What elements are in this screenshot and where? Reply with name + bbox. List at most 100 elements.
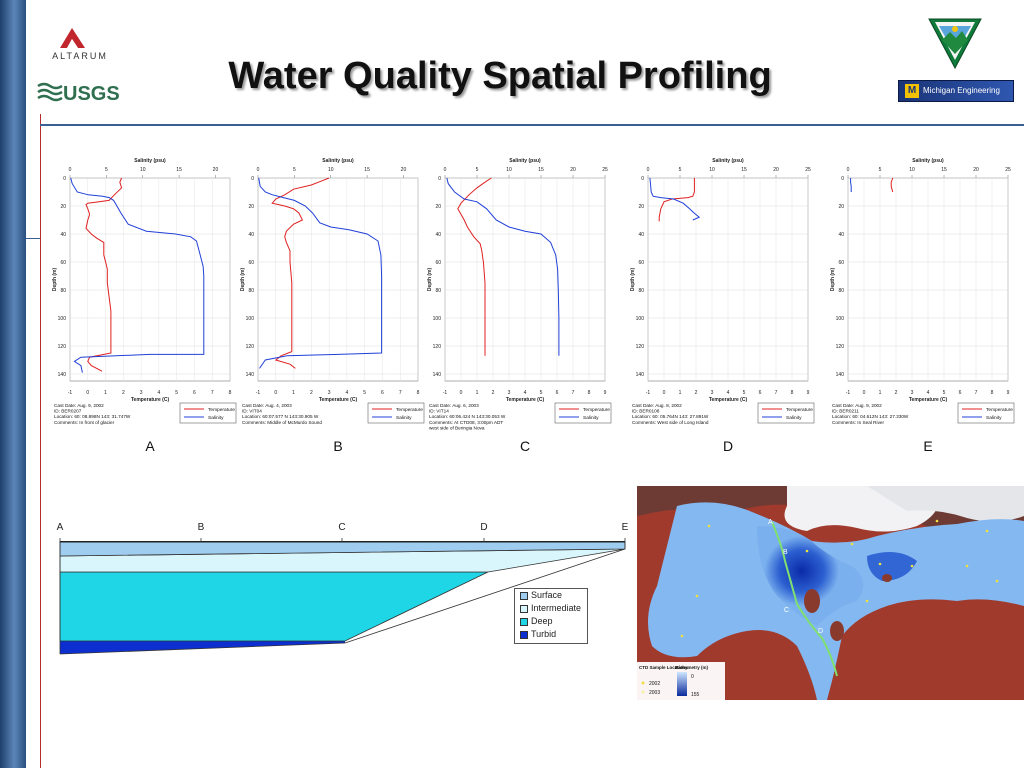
transect-legend-item-surface: Surface [515, 589, 587, 602]
depth-tick-label: 80 [638, 288, 644, 294]
salinity-series-line [70, 177, 205, 373]
temp-tick-label: 7 [399, 390, 402, 396]
temp-tick-label: 4 [524, 390, 527, 396]
salinity-axis-title: Salinity (psu) [912, 158, 944, 164]
deep-layer [59, 571, 489, 642]
salinity-series-line [850, 178, 852, 192]
glacier-ice-right [867, 486, 1024, 522]
temp-tick-label: 5 [175, 390, 178, 396]
depth-tick-label: 60 [638, 260, 644, 266]
legend-label: Salinity [583, 415, 599, 421]
temp-tick-label: 0 [86, 390, 89, 396]
depth-tick-label: 60 [435, 260, 441, 266]
depth-tick-label: 120 [636, 344, 645, 350]
transect-station-label: E [622, 522, 629, 533]
island [882, 574, 892, 582]
salinity-tick-label: 10 [506, 167, 512, 173]
legend-label: Intermediate [531, 603, 582, 613]
depth-tick-label: 80 [838, 288, 844, 294]
cast-info-line: Comments: In front of glacier [54, 420, 115, 425]
salinity-tick-label: 5 [293, 167, 296, 173]
depth-tick-label: 140 [58, 372, 67, 378]
salinity-series-line [446, 177, 560, 356]
temp-tick-label: 8 [229, 390, 232, 396]
panel-label: A [145, 438, 155, 454]
depth-tick-label: 60 [838, 260, 844, 266]
temp-tick-label: 3 [711, 390, 714, 396]
ctd-sample-points [680, 519, 999, 638]
depth-axis-title: Depth (m) [427, 268, 433, 292]
temp-tick-label: 2 [492, 390, 495, 396]
cast-info-line: Comments: Middle of McMurdo Sound [242, 420, 322, 425]
depth-tick-label: 40 [248, 232, 254, 238]
cast-info-line: Cast Date: Aug. 4, 2003 [242, 403, 292, 408]
temp-tick-label: 9 [1007, 390, 1010, 396]
legend-label: Temperature [986, 407, 1013, 413]
salinity-tick-label: 0 [257, 167, 260, 173]
salinity-tick-label: 20 [570, 167, 576, 173]
temp-tick-label: 0 [863, 390, 866, 396]
salinity-axis-title: Salinity (psu) [712, 158, 744, 164]
legend-label: Temperature [208, 407, 235, 413]
bathymetry-min: 0 [691, 674, 694, 680]
temp-tick-label: 7 [211, 390, 214, 396]
temp-tick-label: 6 [193, 390, 196, 396]
series-legend-box [757, 402, 815, 424]
map-station-label: B [783, 549, 788, 556]
ctd-chart-c: 0 20 40 60 80 100 120 140 -1 0 1 2 3 4 5 6 7 8 9 0 5 10 15 20 25… [427, 158, 612, 454]
bathymetry-map: A B C D CTD Sample Locations 2002 2003 B… [637, 486, 1024, 700]
cast-info-line: west side of Beringia Nova [429, 425, 485, 430]
depth-tick-label: 20 [435, 204, 441, 210]
ctd-chart-d: 0 20 40 60 80 100 120 140 -1 0 1 2 3 4 5 6 7 8 9 0 5 10 15 20 25… [630, 158, 815, 454]
legend-swatch [520, 630, 528, 639]
michigan-wordmark: Michigan Engineering [923, 86, 1000, 95]
transect-station-label: A [57, 522, 64, 533]
transect-station-label: C [338, 522, 345, 533]
transect-legend: Surface Intermediate Deep Turbid [514, 588, 588, 644]
map-legend-ctd-title: CTD Sample Locations [639, 665, 689, 670]
island [804, 589, 820, 613]
left-decorative-bar [0, 0, 26, 768]
transect-bottom-outline [59, 642, 346, 655]
map-legend-bathy-title: Bathymetry (m) [675, 665, 709, 670]
header-divider [40, 124, 1024, 126]
cast-info-line: ID: BER0108 [632, 409, 660, 414]
transect-cross-section: A B C D E [57, 522, 629, 655]
temperature-axis-title: Temperature (C) [319, 397, 358, 403]
temp-tick-label: 2 [695, 390, 698, 396]
temp-tick-label: 4 [345, 390, 348, 396]
cast-info-line: Cast Date: Aug. 8, 2002 [632, 403, 682, 408]
depth-tick-label: 0 [63, 176, 66, 182]
salinity-tick-label: 10 [328, 167, 334, 173]
depth-tick-label: 140 [636, 372, 645, 378]
cast-info-line: Location: 60:07.577 N 143:30.905 W [242, 414, 319, 419]
temp-tick-label: 7 [572, 390, 575, 396]
block-m-icon: M [905, 84, 919, 98]
temp-tick-label: 5 [540, 390, 543, 396]
cast-info-line: Cast Date: Aug. 6, 2003 [429, 403, 479, 408]
temperature-axis-title: Temperature (C) [131, 397, 170, 403]
sample-track-line [771, 521, 838, 677]
temp-tick-label: 2 [122, 390, 125, 396]
temperature-series-line [890, 177, 894, 193]
salinity-tick-label: 20 [401, 167, 407, 173]
salinity-tick-label: 5 [105, 167, 108, 173]
legend-swatch [520, 591, 528, 600]
temp-tick-label: 6 [959, 390, 962, 396]
temp-tick-label: 7 [775, 390, 778, 396]
temperature-axis-title: Temperature (C) [506, 397, 545, 403]
temp-tick-label: 8 [588, 390, 591, 396]
legend-2002-marker [641, 681, 645, 685]
depth-tick-label: 0 [641, 176, 644, 182]
panel-label: C [520, 438, 530, 454]
cast-info-line: Comments: At CTD08, 3:00pm ADT [429, 420, 503, 425]
salinity-tick-label: 15 [176, 167, 182, 173]
altarum-logo: ALTARUM [34, 26, 126, 62]
michigan-engineering-logo: M Michigan Engineering [898, 80, 1014, 102]
legend-label: Salinity [786, 415, 802, 421]
temp-tick-label: 3 [508, 390, 511, 396]
salinity-tick-label: 25 [1005, 167, 1011, 173]
temp-tick-label: 5 [943, 390, 946, 396]
